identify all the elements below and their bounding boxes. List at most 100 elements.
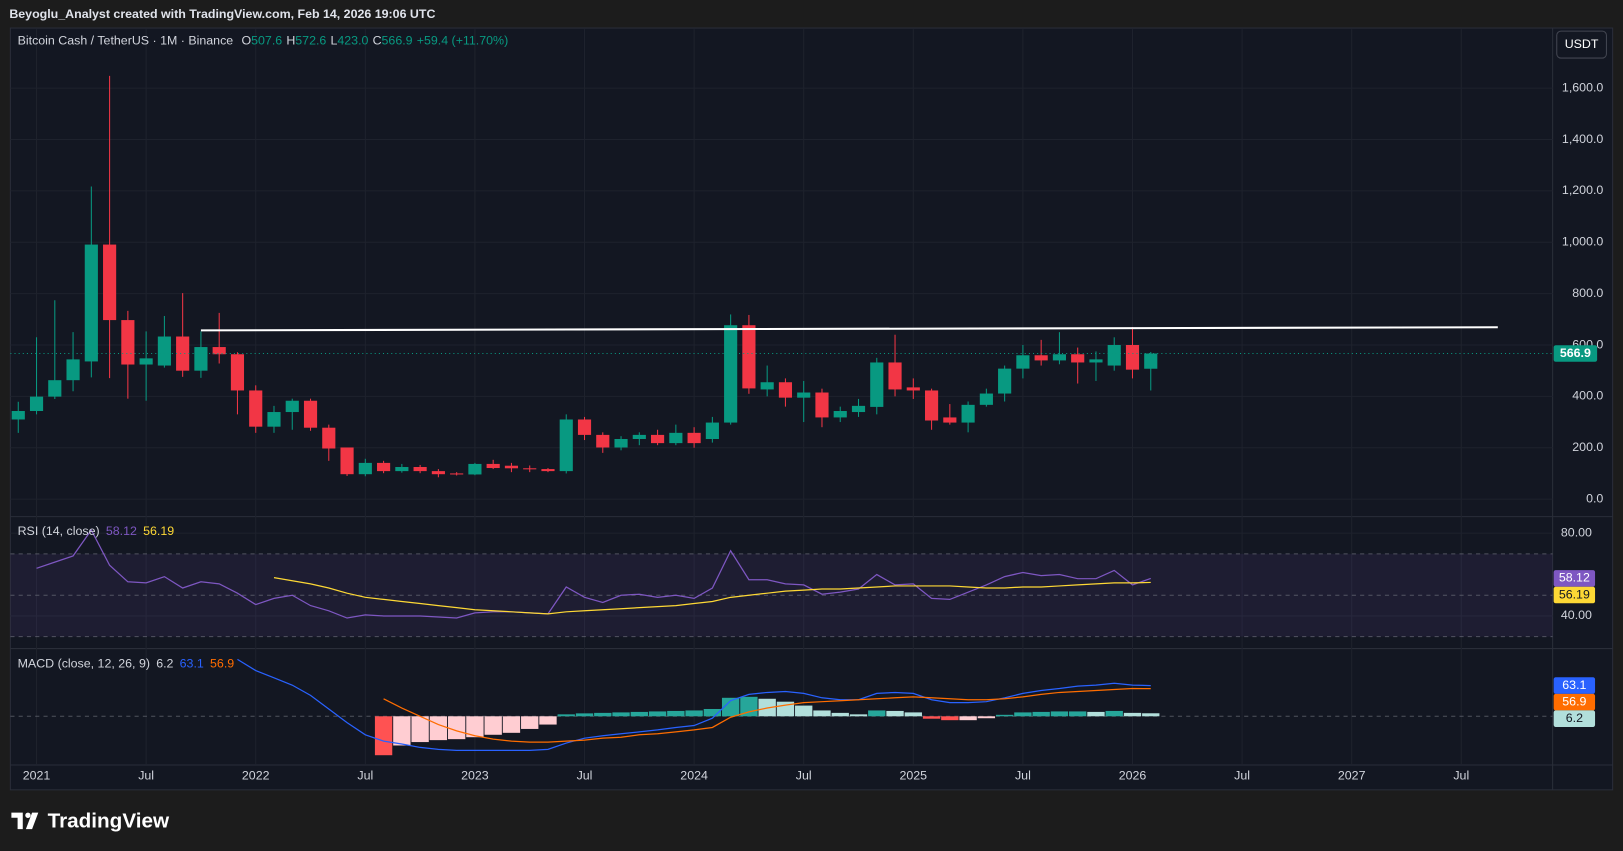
candle-body: [486, 463, 500, 469]
x-tick-label: Jul: [577, 769, 593, 783]
candle-body: [815, 392, 829, 418]
candle-body: [1052, 354, 1067, 361]
rsi-value: 56.19: [143, 524, 174, 538]
macd-histogram-bar: [1014, 712, 1032, 717]
candle-body: [614, 439, 628, 448]
macd-histogram-bar: [868, 710, 886, 717]
macd-histogram-bar: [447, 716, 466, 740]
macd-histogram-bar: [831, 712, 849, 717]
candle-body: [230, 354, 245, 391]
rsi-pane: [10, 528, 1553, 638]
macd-hist-tag-label: 6.2: [1566, 711, 1583, 725]
macd-histogram-bar: [575, 713, 594, 717]
x-tick-label: 2024: [680, 769, 708, 783]
ohlc-value: 572.6: [295, 34, 326, 48]
macd-histogram-bar: [995, 714, 1014, 717]
candle-body: [943, 417, 957, 423]
x-tick-label: 2027: [1338, 769, 1366, 783]
rsi-title: RSI (14, close): [18, 524, 100, 538]
macd-histogram-bar: [685, 710, 703, 717]
macd-histogram-bar: [849, 714, 868, 717]
macd-pane: [10, 658, 1553, 756]
macd-histogram-bar: [484, 716, 502, 735]
candle-body: [468, 463, 482, 475]
candle-body: [1071, 354, 1085, 363]
currency-button[interactable]: USDT: [1556, 30, 1607, 59]
currency-button-box[interactable]: [1556, 30, 1607, 59]
logo-icon: [11, 812, 39, 830]
x-tick-label: Jul: [796, 769, 812, 783]
macd-histogram-bar: [941, 716, 959, 721]
rsi-tag: [1553, 570, 1596, 587]
candle-body: [851, 405, 866, 413]
macd-histogram-bar: [959, 716, 977, 721]
candle-body: [760, 382, 774, 390]
macd-histogram-bar: [594, 712, 612, 717]
x-tick-label: 2025: [899, 769, 927, 783]
macd-histogram-bar: [393, 716, 411, 746]
candle-body: [541, 469, 555, 472]
macd-histogram-bar: [1123, 712, 1142, 717]
candle-body: [11, 411, 25, 420]
macd-histogram-bar: [1069, 711, 1087, 717]
macd-histogram-bar: [630, 711, 648, 717]
ohlc-value: 423.0: [337, 34, 368, 48]
macd-histogram-bar: [977, 716, 996, 719]
candle-body: [833, 411, 847, 418]
candle-body: [778, 382, 793, 398]
price-pane: [10, 75, 1553, 478]
candle-body: [29, 396, 44, 412]
macd-histogram-bar: [1032, 711, 1050, 717]
rsi-tick-label: 40.00: [1561, 608, 1592, 622]
trendline: [200, 326, 1498, 332]
ohlc-key: O: [241, 34, 251, 48]
candle-body: [577, 419, 592, 435]
y-tick-label: 1,000.0: [1562, 235, 1603, 249]
macd-histogram-bar: [922, 716, 941, 719]
candle-body: [742, 325, 756, 389]
macd-histogram-bar: [521, 716, 539, 729]
candle-body: [724, 325, 738, 423]
change-value: +59.4 (+11.70%): [417, 34, 509, 48]
candle-body: [194, 347, 208, 371]
macd-histogram-bar: [557, 714, 575, 717]
x-tick-label: Jul: [138, 769, 154, 783]
candle-body: [596, 434, 610, 448]
candle-body: [1016, 355, 1030, 369]
candle-body: [48, 380, 62, 397]
candle-body: [924, 390, 939, 421]
rsi-line: [36, 528, 1151, 619]
rsi-value: 58.12: [106, 524, 137, 538]
macd-histogram-bar: [886, 710, 904, 717]
macd-histogram-bar: [904, 712, 922, 717]
macd-value: 63.1: [180, 657, 204, 671]
macd-histogram-bar: [1105, 710, 1123, 717]
ohlc-key: H: [286, 34, 295, 48]
candle-body: [212, 347, 226, 355]
candle-body: [1034, 355, 1048, 361]
candle-body: [1089, 359, 1103, 363]
macd-line: [383, 687, 1151, 743]
axes: 2021 Jul 2022 Jul 2023 Jul 2024 Jul 2025 Jul 2026 J…: [23, 80, 1604, 782]
candle-body: [687, 432, 701, 444]
ohlc-key: L: [330, 34, 337, 48]
candle-body: [157, 336, 171, 366]
x-tick-label: 2023: [461, 769, 489, 783]
candle-body: [121, 320, 135, 365]
candle-body: [322, 427, 336, 449]
y-tick-label: 1,200.0: [1562, 183, 1603, 197]
x-tick-label: 2026: [1119, 769, 1147, 783]
rsi-tag: [1553, 586, 1596, 604]
candle-body: [870, 362, 884, 407]
candle-body: [84, 244, 98, 362]
symbol-header: Bitcoin Cash / TetherUS · 1M · Binance O5…: [18, 34, 509, 48]
y-tick-label: 1,600.0: [1562, 80, 1603, 94]
candle-body: [395, 467, 409, 472]
rsi-tag-label: 56.19: [1559, 587, 1590, 601]
macd-title: MACD (close, 12, 26, 9): [18, 657, 150, 671]
macd-histogram-bar: [1087, 711, 1105, 717]
currency-label[interactable]: USDT: [1565, 37, 1599, 51]
macd-tag: [1553, 677, 1596, 694]
candle-body: [66, 359, 80, 381]
macd-tag: [1553, 693, 1596, 711]
